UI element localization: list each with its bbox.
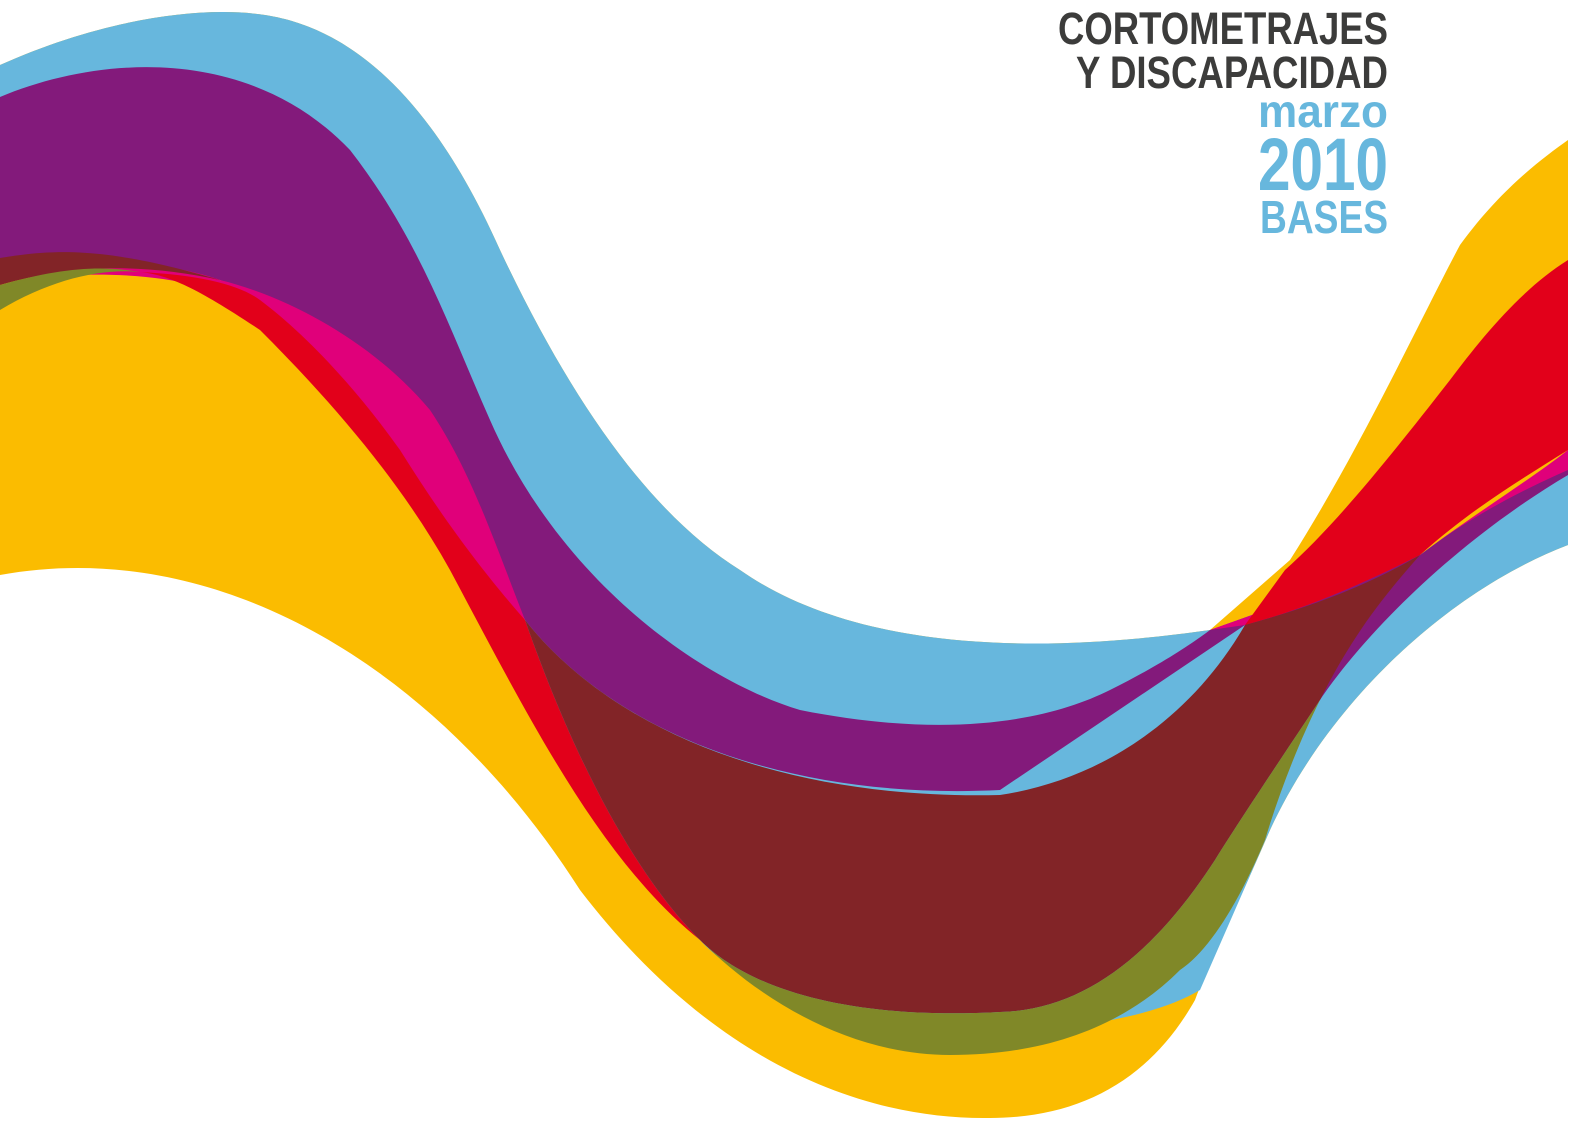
wave-brown (525, 555, 1420, 1014)
wave-red-right (1245, 260, 1568, 625)
bases-label: BASES (1260, 191, 1388, 243)
date-month: marzo (1258, 85, 1388, 137)
title-line-2: Y DISCAPACIDAD (1076, 47, 1388, 98)
date-year: 2010 (1258, 123, 1388, 206)
wave-olive-left (0, 268, 140, 310)
wave-red (140, 272, 700, 940)
wave-brown-left (0, 252, 220, 285)
title-line-1: CORTOMETRAJES (1058, 3, 1388, 54)
waves (0, 12, 1568, 1119)
wave-purple (0, 67, 1568, 792)
wave-olive (700, 700, 1320, 1055)
